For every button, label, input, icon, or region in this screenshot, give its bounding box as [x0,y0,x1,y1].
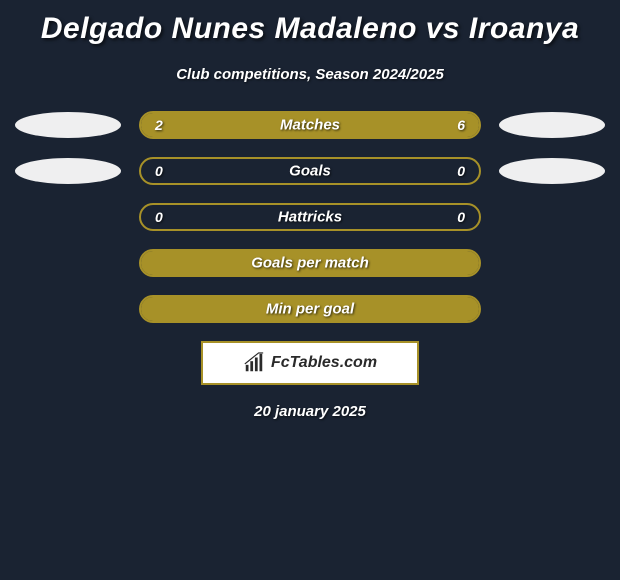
stat-row: Min per goal [0,295,620,323]
stat-label: Goals per match [251,255,369,272]
stat-row: 0 0 Hattricks [0,203,620,231]
stat-bar: Min per goal [139,295,481,323]
stat-label: Min per goal [266,301,354,318]
stat-value-left: 0 [155,209,163,225]
stat-bar: 0 0 Hattricks [139,203,481,231]
stat-label: Goals [289,163,331,180]
player-left-badge [15,112,121,138]
bar-fill-left [141,113,222,137]
subtitle: Club competitions, Season 2024/2025 [0,66,620,83]
player-right-badge [499,158,605,184]
infographic-root: Delgado Nunes Madaleno vs Iroanya Club c… [0,0,620,428]
stat-row: 0 0 Goals [0,157,620,185]
stat-bar: 2 6 Matches [139,111,481,139]
logo-box: FcTables.com [201,341,419,385]
stat-rows: 2 6 Matches 0 0 Goals 0 0 Hattricks Goals per mat… [0,111,620,323]
logo-text: FcTables.com [271,354,377,372]
bar-fill-right [222,113,479,137]
stat-bar: 0 0 Goals [139,157,481,185]
player-left-badge [15,158,121,184]
stat-value-right: 0 [457,163,465,179]
chart-icon [243,352,265,374]
player-right-badge [499,112,605,138]
stat-label: Hattricks [278,209,342,226]
stat-value-right: 6 [457,117,465,133]
stat-value-left: 2 [155,117,163,133]
stat-row: 2 6 Matches [0,111,620,139]
date: 20 january 2025 [0,403,620,420]
stat-bar: Goals per match [139,249,481,277]
stat-value-left: 0 [155,163,163,179]
stat-value-right: 0 [457,209,465,225]
stat-row: Goals per match [0,249,620,277]
title: Delgado Nunes Madaleno vs Iroanya [0,12,620,46]
stat-label: Matches [280,117,340,134]
